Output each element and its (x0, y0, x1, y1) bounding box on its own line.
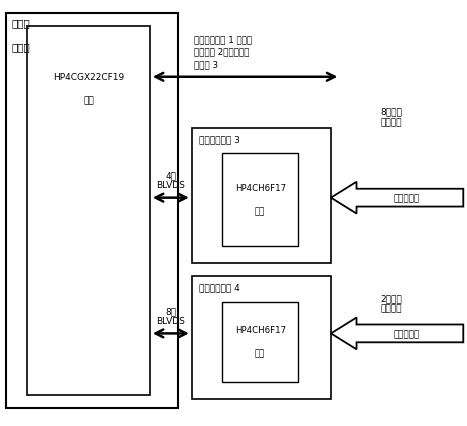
Text: 8对
BLVDS: 8对 BLVDS (156, 306, 185, 325)
FancyArrow shape (331, 318, 463, 349)
Bar (192, 276, 331, 399)
Text: HP4CH6F17: HP4CH6F17 (234, 183, 286, 192)
Text: 百兆网接口: 百兆网接口 (393, 194, 419, 203)
Text: 千兆网接口: 千兆网接口 (393, 329, 419, 338)
Bar (192, 128, 331, 264)
Bar (27, 27, 150, 395)
Text: 芯片: 芯片 (255, 206, 265, 216)
Text: 数据采集插件 1 和数据
采集插件 2，到数据采
集插件 3: 数据采集插件 1 和数据 采集插件 2，到数据采 集插件 3 (194, 35, 252, 69)
Text: 数据处: 数据处 (12, 18, 30, 28)
Bar (6, 14, 178, 408)
Text: 8路百兆
网络信号: 8路百兆 网络信号 (381, 107, 402, 127)
Text: HP4CH6F17: HP4CH6F17 (234, 325, 286, 334)
Text: 数据采集插件 3: 数据采集插件 3 (198, 135, 240, 144)
Text: HP4CGX22CF19: HP4CGX22CF19 (53, 73, 124, 82)
Bar (222, 302, 298, 382)
Text: 2路千兆
网络信号: 2路千兆 网络信号 (381, 294, 402, 313)
FancyArrow shape (331, 182, 463, 214)
Text: 4对
BLVDS: 4对 BLVDS (156, 171, 185, 190)
Bar (222, 154, 298, 247)
Text: 芯片: 芯片 (255, 348, 265, 357)
Text: 数据采集插件 4: 数据采集插件 4 (198, 283, 240, 292)
Text: 芯片: 芯片 (83, 96, 94, 105)
Text: 理插件: 理插件 (12, 42, 30, 52)
